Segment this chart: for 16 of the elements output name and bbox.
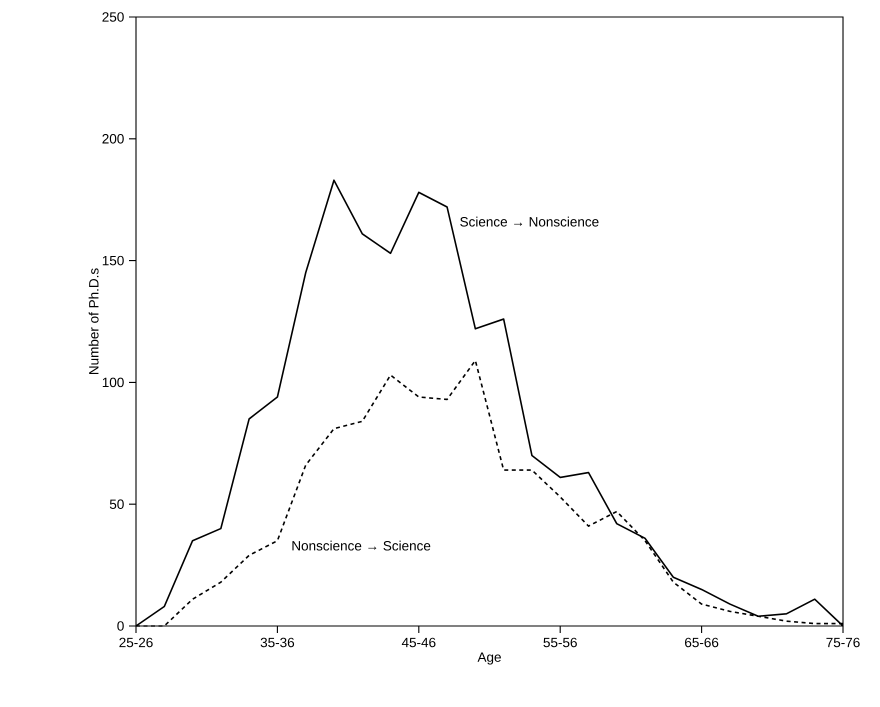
y-tick-label: 0 (117, 621, 124, 631)
x-tick-label: 65-66 (685, 638, 718, 648)
series-label: Science → Nonscience (460, 216, 599, 227)
y-tick-label: 100 (102, 378, 124, 388)
x-tick-label: 45-46 (402, 638, 436, 648)
x-axis-title: Age (478, 652, 501, 665)
series-label: Nonscience → Science (292, 540, 430, 551)
y-tick-label: 50 (110, 499, 124, 509)
y-axis-title: Number of Ph.D.s (88, 268, 99, 374)
x-tick-label: 55-56 (543, 638, 577, 648)
y-tick-label: 200 (102, 134, 124, 144)
x-tick-label: 75-76 (826, 638, 860, 648)
x-tick-label: 25-26 (119, 638, 153, 648)
y-tick-label: 150 (102, 256, 124, 266)
x-tick-label: 35-36 (260, 638, 294, 648)
y-tick-label: 250 (102, 12, 124, 22)
